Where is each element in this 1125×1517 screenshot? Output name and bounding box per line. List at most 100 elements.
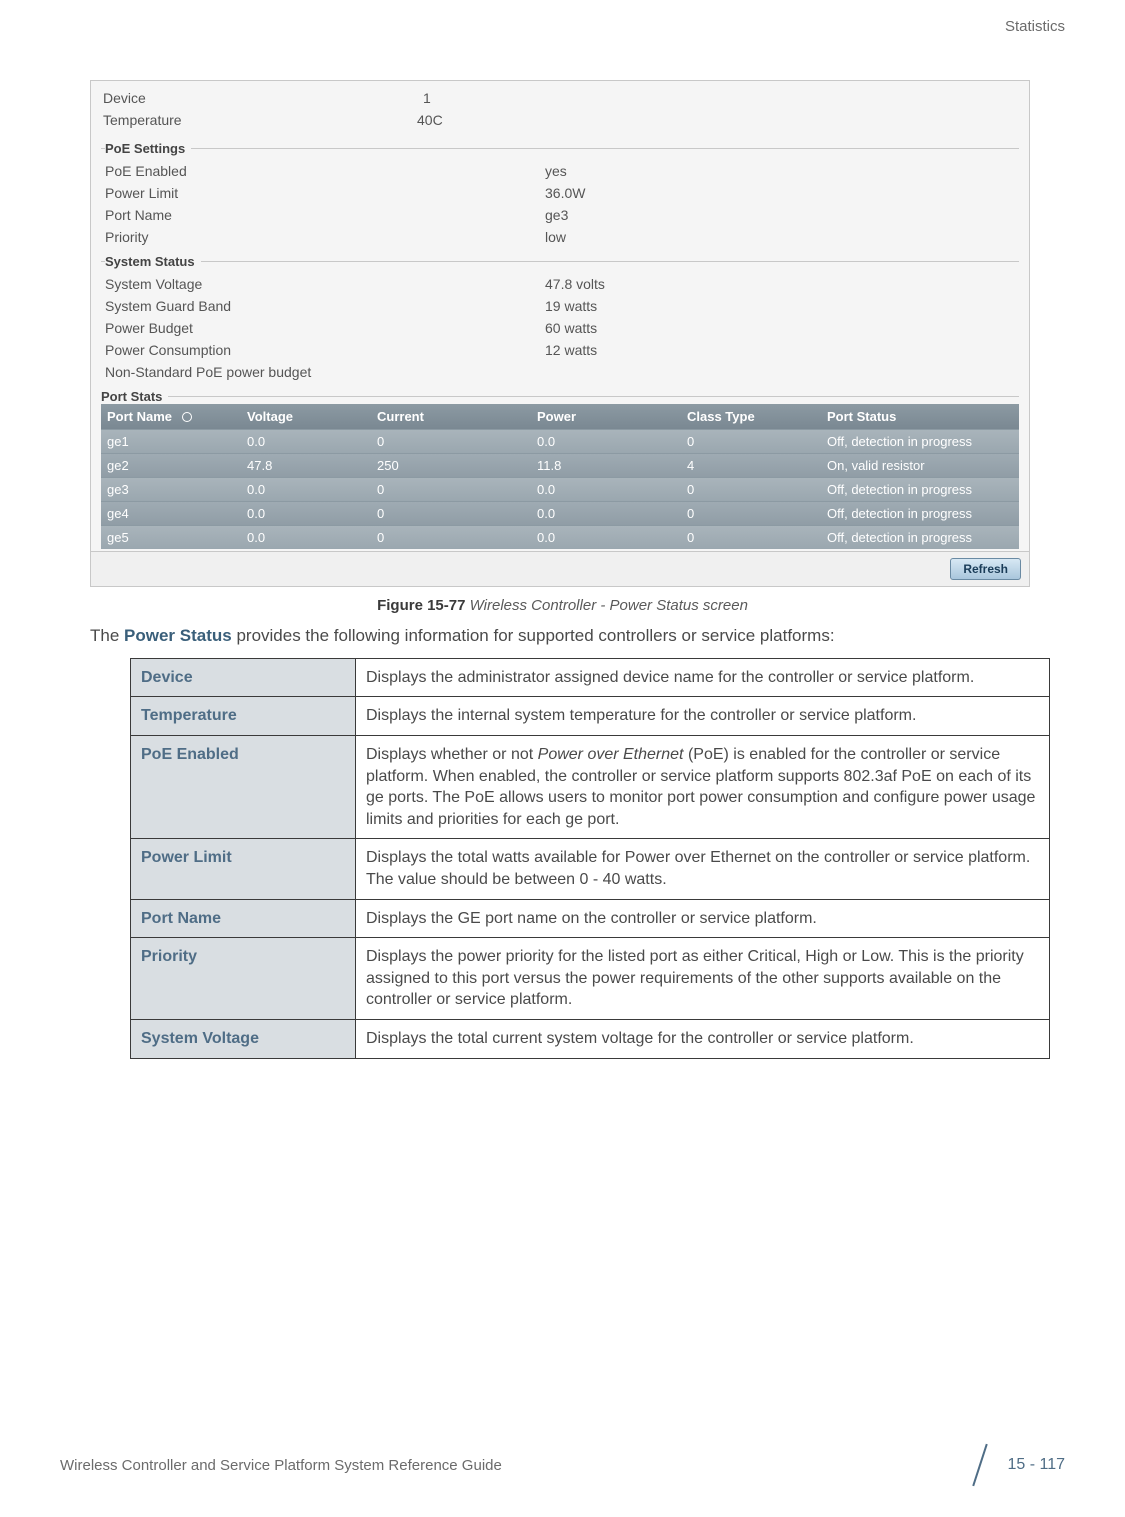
desc-row: DeviceDisplays the administrator assigne… — [131, 658, 1050, 697]
system-status-legend: System Status — [105, 254, 201, 269]
cell-port-status: Off, detection in progress — [827, 530, 1013, 545]
cell-power: 0.0 — [537, 530, 687, 545]
page-content: Device 1 Temperature 40C PoE Settings Po… — [0, 0, 1125, 1059]
intro-strong: Power Status — [124, 626, 232, 645]
system-row: System Voltage47.8 volts — [105, 273, 1015, 295]
desc-term: Priority — [131, 938, 356, 1020]
system-row-label: System Guard Band — [105, 298, 545, 314]
poe-row: Prioritylow — [105, 226, 1015, 248]
poe-row: PoE Enabledyes — [105, 160, 1015, 182]
power-status-panel: Device 1 Temperature 40C PoE Settings Po… — [90, 80, 1030, 587]
poe-row-value: yes — [545, 163, 1015, 179]
cell-power: 0.0 — [537, 482, 687, 497]
port-table-row[interactable]: ge10.000.00Off, detection in progress — [101, 429, 1019, 453]
poe-row-label: Priority — [105, 229, 545, 245]
cell-voltage: 0.0 — [247, 434, 377, 449]
system-row: Power Consumption12 watts — [105, 339, 1015, 361]
system-row-label: Power Consumption — [105, 342, 545, 358]
poe-row-value: ge3 — [545, 207, 1015, 223]
cell-power: 0.0 — [537, 506, 687, 521]
desc-term: PoE Enabled — [131, 735, 356, 838]
cell-port-status: Off, detection in progress — [827, 482, 1013, 497]
desc-term: Device — [131, 658, 356, 697]
col-port-status[interactable]: Port Status — [827, 409, 1013, 424]
temperature-value: 40C — [393, 112, 1017, 128]
desc-row: PriorityDisplays the power priority for … — [131, 938, 1050, 1020]
top-info-block: Device 1 Temperature 40C — [91, 81, 1029, 137]
desc-def: Displays the total current system voltag… — [356, 1019, 1050, 1058]
desc-def: Displays the internal system temperature… — [356, 697, 1050, 736]
poe-row-value: 36.0W — [545, 185, 1015, 201]
cell-class-type: 0 — [687, 530, 827, 545]
cell-power: 0.0 — [537, 434, 687, 449]
device-row: Device 1 — [103, 87, 1017, 109]
poe-row: Port Namege3 — [105, 204, 1015, 226]
desc-row: PoE EnabledDisplays whether or not Power… — [131, 735, 1050, 838]
desc-def: Displays the power priority for the list… — [356, 938, 1050, 1020]
cell-port-name: ge5 — [107, 530, 247, 545]
port-stats-legend: Port Stats — [101, 389, 168, 404]
figure-number: Figure 15-77 — [377, 597, 465, 614]
page-footer: Wireless Controller and Service Platform… — [60, 1445, 1065, 1485]
footer-slash-icon — [959, 1445, 999, 1485]
cell-port-status: Off, detection in progress — [827, 506, 1013, 521]
cell-power: 11.8 — [537, 458, 687, 473]
col-port-name[interactable]: Port Name — [107, 409, 247, 424]
intro-text: The Power Status provides the following … — [90, 624, 1035, 648]
cell-class-type: 0 — [687, 482, 827, 497]
cell-class-type: 0 — [687, 506, 827, 521]
port-stats-header[interactable]: Port Name Voltage Current Power Class Ty… — [101, 404, 1019, 429]
desc-def: Displays the administrator assigned devi… — [356, 658, 1050, 697]
device-label: Device — [103, 90, 393, 106]
cell-current: 0 — [377, 482, 537, 497]
sort-icon[interactable] — [182, 412, 192, 422]
desc-term: Power Limit — [131, 839, 356, 899]
col-power[interactable]: Power — [537, 409, 687, 424]
refresh-button[interactable]: Refresh — [950, 558, 1021, 580]
port-table-row[interactable]: ge30.000.00Off, detection in progress — [101, 477, 1019, 501]
system-row-label: Power Budget — [105, 320, 545, 336]
desc-row: System VoltageDisplays the total current… — [131, 1019, 1050, 1058]
poe-row: Power Limit36.0W — [105, 182, 1015, 204]
intro-pre: The — [90, 626, 124, 645]
desc-row: Port NameDisplays the GE port name on th… — [131, 899, 1050, 938]
cell-port-status: On, valid resistor — [827, 458, 1013, 473]
poe-row-label: Port Name — [105, 207, 545, 223]
cell-port-name: ge4 — [107, 506, 247, 521]
system-row-label: System Voltage — [105, 276, 545, 292]
system-row-value — [545, 364, 1015, 380]
cell-current: 250 — [377, 458, 537, 473]
cell-port-name: ge3 — [107, 482, 247, 497]
port-stats-section: Port Stats Port Name Voltage Current Pow… — [101, 389, 1019, 549]
desc-def: Displays whether or not Power over Ether… — [356, 735, 1050, 838]
cell-port-name: ge1 — [107, 434, 247, 449]
cell-port-name: ge2 — [107, 458, 247, 473]
system-row-value: 47.8 volts — [545, 276, 1015, 292]
col-port-name-label: Port Name — [107, 409, 172, 424]
cell-voltage: 0.0 — [247, 530, 377, 545]
header-section: Statistics — [1005, 18, 1065, 35]
desc-row: TemperatureDisplays the internal system … — [131, 697, 1050, 736]
col-class-type[interactable]: Class Type — [687, 409, 827, 424]
cell-class-type: 4 — [687, 458, 827, 473]
refresh-bar: Refresh — [91, 551, 1029, 586]
system-row-value: 19 watts — [545, 298, 1015, 314]
poe-row-label: Power Limit — [105, 185, 545, 201]
cell-voltage: 47.8 — [247, 458, 377, 473]
poe-row-label: PoE Enabled — [105, 163, 545, 179]
port-table-row[interactable]: ge247.825011.84On, valid resistor — [101, 453, 1019, 477]
system-row-value: 12 watts — [545, 342, 1015, 358]
cell-current: 0 — [377, 530, 537, 545]
cell-current: 0 — [377, 506, 537, 521]
cell-class-type: 0 — [687, 434, 827, 449]
port-table-row[interactable]: ge50.000.00Off, detection in progress — [101, 525, 1019, 549]
col-voltage[interactable]: Voltage — [247, 409, 377, 424]
port-table-row[interactable]: ge40.000.00Off, detection in progress — [101, 501, 1019, 525]
desc-row: Power LimitDisplays the total watts avai… — [131, 839, 1050, 899]
intro-post: provides the following information for s… — [232, 626, 835, 645]
italic-term: Power over Ethernet — [538, 746, 684, 763]
system-row: System Guard Band19 watts — [105, 295, 1015, 317]
col-current[interactable]: Current — [377, 409, 537, 424]
desc-def: Displays the GE port name on the control… — [356, 899, 1050, 938]
desc-def: Displays the total watts available for P… — [356, 839, 1050, 899]
